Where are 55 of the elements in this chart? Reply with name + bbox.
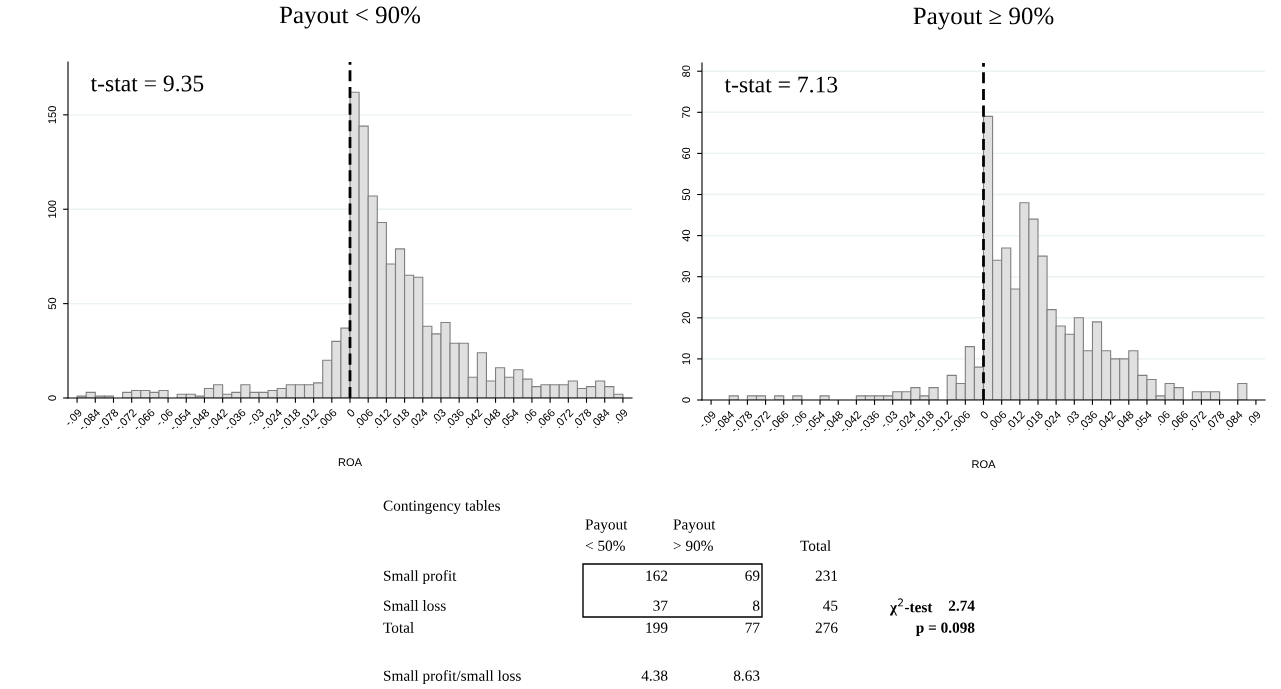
data-label: 4.38 xyxy=(641,670,668,681)
data-label: 37 xyxy=(653,600,668,611)
y-tick-label: 40 xyxy=(682,229,691,242)
text: χ$^{2}$-test xyxy=(889,598,933,616)
y-tick-label: 50 xyxy=(48,297,57,310)
text: Payout < 50% xyxy=(585,519,628,551)
category-label: Small loss xyxy=(384,600,446,611)
data-label: 276 xyxy=(815,622,838,633)
category-label: Small profit/small loss xyxy=(384,669,521,685)
chart-title: Payout ≥ 90% xyxy=(913,7,1054,30)
y-tick-label: 100 xyxy=(48,200,57,218)
y-tick-label: 80 xyxy=(682,65,691,77)
chart-title: Payout < 90% xyxy=(279,6,421,29)
x-tick-label: .06 xyxy=(521,408,538,424)
text: p = 0.098 xyxy=(915,622,975,636)
data-label: 77 xyxy=(745,622,760,633)
category-label: Small profit xyxy=(384,569,457,585)
y-tick-label: 0 xyxy=(48,395,57,401)
category-label: Total xyxy=(383,622,414,633)
x-tick-label: -.06 xyxy=(788,410,808,429)
data-label: 69 xyxy=(745,570,760,581)
x-tick-label: -.03 xyxy=(879,410,899,429)
text: Total xyxy=(800,540,831,551)
data-label: 162 xyxy=(646,570,668,581)
data-label: 199 xyxy=(646,622,668,633)
text: Payout > 90% xyxy=(673,519,716,551)
x-tick-label: 0 xyxy=(346,408,356,418)
x-axis-title: ROA xyxy=(972,460,996,469)
y-tick-label: 10 xyxy=(682,353,691,365)
y-tick-label: 150 xyxy=(48,106,57,124)
y-tick-label: 20 xyxy=(682,312,691,324)
x-tick-label: 0 xyxy=(979,410,989,420)
y-tick-label: 60 xyxy=(682,147,691,160)
data-label: 8.63 xyxy=(733,670,760,681)
data-label: 231 xyxy=(815,570,838,581)
x-tick-label: .09 xyxy=(1245,410,1262,426)
x-tick-label: -.03 xyxy=(246,408,265,427)
annotation: t-stat = 9.35 xyxy=(90,75,204,92)
data-label: 8 xyxy=(752,600,760,611)
x-tick-label: -.09 xyxy=(698,410,717,429)
x-tick-label: .09 xyxy=(612,408,629,424)
data-label: 45 xyxy=(823,600,838,611)
y-tick-label: 70 xyxy=(682,106,691,118)
annotation: t-stat = 7.13 xyxy=(724,76,838,93)
x-tick-label: .03 xyxy=(1064,410,1080,426)
x-tick-label: .03 xyxy=(430,408,447,424)
x-tick-label: .06 xyxy=(1155,410,1171,426)
text: Contingency tables xyxy=(383,500,500,514)
y-tick-label: 0 xyxy=(682,397,691,403)
x-tick-label: -.09 xyxy=(64,408,83,427)
y-tick-label: 30 xyxy=(682,270,691,283)
text: 2.74 xyxy=(948,600,975,611)
x-axis-title: ROA xyxy=(338,458,363,467)
y-tick-label: 50 xyxy=(682,188,691,201)
x-tick-label: -.06 xyxy=(155,408,174,427)
